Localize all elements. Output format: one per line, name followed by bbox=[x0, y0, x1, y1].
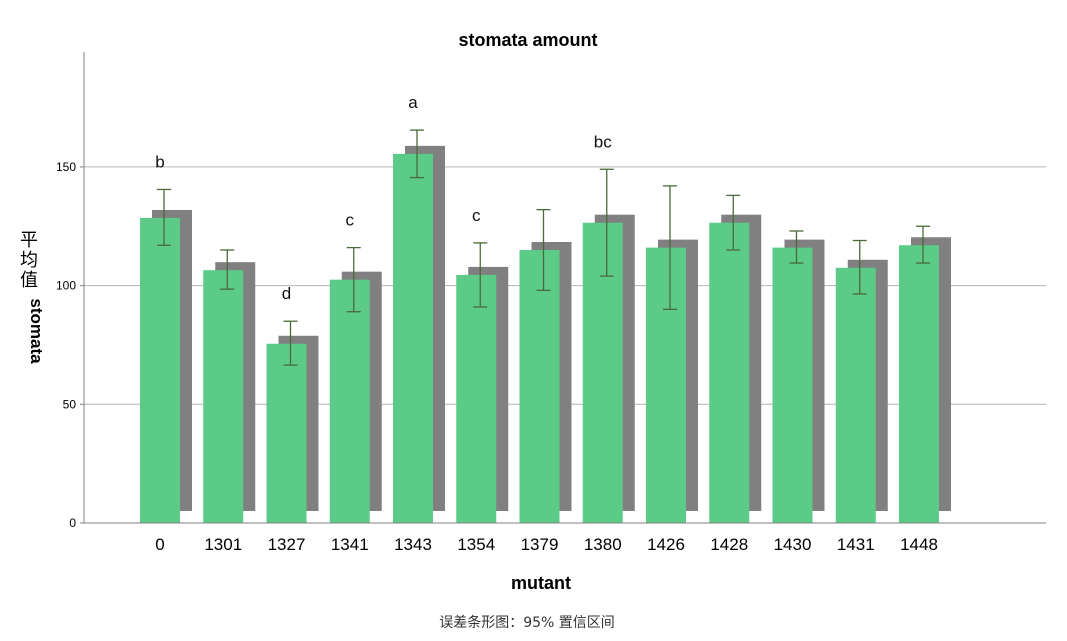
x-tick-label: 1430 bbox=[774, 535, 812, 554]
bar bbox=[899, 245, 939, 523]
significance-label: c bbox=[472, 206, 481, 225]
bars bbox=[140, 145, 951, 524]
error-bar bbox=[220, 249, 235, 290]
y-axis-label-prefix-1: 平 bbox=[20, 230, 38, 251]
x-tick-label: 1343 bbox=[394, 535, 432, 554]
error-bars bbox=[157, 129, 930, 366]
x-tick-label: 0 bbox=[155, 535, 164, 554]
x-tick-label: 1341 bbox=[331, 535, 369, 554]
bar bbox=[393, 153, 433, 523]
error-bar bbox=[536, 208, 551, 291]
y-tick-label: 100 bbox=[56, 279, 76, 293]
error-bar bbox=[663, 185, 677, 310]
bar bbox=[835, 267, 876, 523]
x-tick-label: 1448 bbox=[900, 535, 938, 554]
significance-label: bc bbox=[594, 132, 612, 151]
chart-footnote: 误差条形图：95% 置信区间 bbox=[439, 614, 615, 631]
significance-label: a bbox=[408, 93, 418, 112]
bar bbox=[329, 279, 370, 523]
x-tick-label: 1431 bbox=[837, 535, 875, 554]
bar bbox=[709, 222, 750, 523]
bar bbox=[203, 270, 244, 523]
significance-label: d bbox=[282, 284, 291, 303]
x-tick-label: 1379 bbox=[521, 535, 559, 554]
error-bar bbox=[410, 129, 424, 179]
bar bbox=[582, 222, 623, 523]
bar bbox=[456, 274, 497, 523]
error-bar bbox=[346, 246, 361, 313]
x-tick-label: 1380 bbox=[584, 535, 622, 554]
error-bar bbox=[726, 194, 741, 251]
y-axis-label-prefix-2: 均 bbox=[20, 250, 38, 271]
bar bbox=[772, 247, 813, 523]
bar bbox=[140, 217, 180, 524]
error-bar bbox=[157, 188, 171, 246]
error-bar bbox=[599, 168, 614, 277]
error-bar bbox=[916, 225, 930, 264]
bar bbox=[266, 343, 307, 523]
x-tick-label: 1428 bbox=[710, 535, 748, 554]
error-bar bbox=[283, 320, 298, 366]
chart-title: stomata amount bbox=[458, 30, 597, 50]
x-tick-label: 1354 bbox=[457, 535, 495, 554]
labels: 0 50 100 150 0 b 1301 1327 d 1341 c 1343 a 1354 c 1379 1… bbox=[56, 93, 938, 554]
x-tick-label: 1426 bbox=[647, 535, 685, 554]
bar bbox=[646, 247, 686, 523]
y-tick-label: 50 bbox=[63, 397, 77, 411]
y-axis-label-prefix-3: 值 bbox=[20, 270, 38, 291]
x-axis-label: mutant bbox=[511, 573, 571, 593]
error-bar bbox=[473, 242, 488, 308]
x-tick-label: 1327 bbox=[268, 535, 306, 554]
error-bar bbox=[852, 239, 867, 295]
y-axis-label-variable: stomata bbox=[27, 298, 46, 364]
significance-label: c bbox=[346, 211, 355, 230]
error-bar bbox=[789, 230, 804, 264]
y-tick-label: 0 bbox=[69, 516, 76, 530]
bar bbox=[519, 249, 560, 524]
y-tick-label: 150 bbox=[56, 160, 76, 174]
x-tick-label: 1301 bbox=[204, 535, 242, 554]
significance-label: b bbox=[155, 152, 164, 171]
